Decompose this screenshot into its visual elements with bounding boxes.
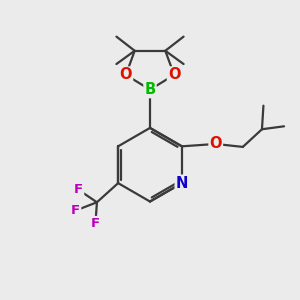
Text: F: F — [71, 204, 80, 217]
Text: B: B — [144, 82, 156, 97]
Text: O: O — [168, 68, 180, 82]
Text: O: O — [209, 136, 222, 152]
Text: F: F — [74, 183, 83, 196]
Text: O: O — [120, 68, 132, 82]
Text: N: N — [176, 176, 188, 190]
Text: F: F — [91, 217, 100, 230]
